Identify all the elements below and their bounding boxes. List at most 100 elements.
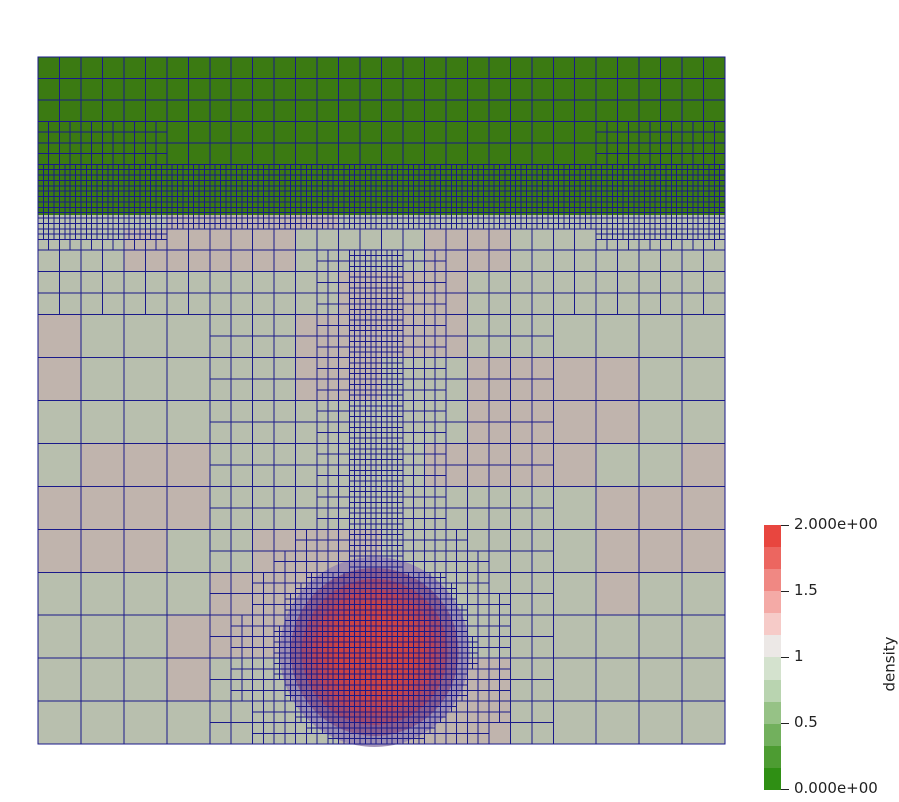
colorbar-tick xyxy=(781,723,789,724)
colorbar xyxy=(764,525,781,790)
field-cell xyxy=(80,443,125,487)
colorbar-label-1-5: 1.5 xyxy=(794,581,818,599)
field-cell xyxy=(166,486,211,530)
colorbar-segment xyxy=(764,745,781,768)
field-cell xyxy=(123,486,168,530)
field-cell xyxy=(639,701,683,745)
field-cell xyxy=(639,357,683,401)
field-cell xyxy=(80,701,125,745)
colorbar-tick xyxy=(781,657,789,658)
field-cell xyxy=(682,701,726,745)
field-cell xyxy=(553,658,597,702)
field-cell xyxy=(38,615,82,659)
field-cell xyxy=(596,572,640,616)
field-cell xyxy=(38,529,82,573)
field-cell xyxy=(682,486,726,530)
field-cell xyxy=(80,357,125,401)
colorbar-segment xyxy=(764,657,781,680)
field-cell xyxy=(682,615,726,659)
field-cell xyxy=(80,400,125,444)
field-cell xyxy=(553,486,597,530)
field-cell xyxy=(166,701,211,745)
field-cell xyxy=(553,701,597,745)
field-cell xyxy=(639,486,683,530)
field-cell xyxy=(80,572,125,616)
colorbar-tick xyxy=(781,525,789,526)
colorbar-title: density xyxy=(880,636,899,692)
field-cell xyxy=(682,400,726,444)
field-cell xyxy=(38,486,82,530)
field-cell xyxy=(166,658,211,702)
field-cell xyxy=(639,314,683,359)
field-cell xyxy=(166,615,211,659)
field-cell xyxy=(38,701,82,745)
colorbar-label-1: 1 xyxy=(794,647,804,665)
field-cell xyxy=(123,572,168,616)
field-cell xyxy=(596,314,640,359)
field-cell xyxy=(80,529,125,573)
field-cell xyxy=(553,357,597,401)
field-cell xyxy=(639,443,683,487)
colorbar-segment xyxy=(764,679,781,702)
field-cell xyxy=(123,357,168,401)
colorbar-segment xyxy=(764,613,781,636)
colorbar-segment xyxy=(764,701,781,724)
mesh-grid xyxy=(37,56,726,745)
field-cell xyxy=(80,314,125,359)
field-cell xyxy=(596,701,640,745)
field-cell xyxy=(596,529,640,573)
field-cell xyxy=(166,443,211,487)
colorbar-segment xyxy=(764,767,781,790)
field-cell xyxy=(596,658,640,702)
field-cell xyxy=(682,314,726,359)
field-cell xyxy=(166,529,211,573)
field-cell xyxy=(80,658,125,702)
colorbar-tick xyxy=(781,591,789,592)
colorbar-segment xyxy=(764,525,781,548)
domain-outline xyxy=(37,56,726,745)
field-cell xyxy=(682,529,726,573)
field-cell xyxy=(596,443,640,487)
field-cell xyxy=(553,314,597,359)
field-cell xyxy=(123,529,168,573)
field-cell xyxy=(553,615,597,659)
field-cell xyxy=(596,357,640,401)
field-cell xyxy=(682,357,726,401)
field-cell xyxy=(123,443,168,487)
field-cell xyxy=(682,443,726,487)
field-cell xyxy=(38,357,82,401)
colorbar-segment xyxy=(764,569,781,592)
field-cell xyxy=(639,529,683,573)
field-cell xyxy=(596,615,640,659)
colorbar-tick xyxy=(781,789,789,790)
field-cell xyxy=(639,400,683,444)
field-cell xyxy=(123,658,168,702)
field-cell xyxy=(553,529,597,573)
field-cell xyxy=(553,572,597,616)
field-cell xyxy=(123,615,168,659)
field-cell xyxy=(166,357,211,401)
field-cell xyxy=(682,572,726,616)
colorbar-label-0-5: 0.5 xyxy=(794,713,818,731)
field-cell xyxy=(123,400,168,444)
colorbar-segment xyxy=(764,591,781,614)
field-cell xyxy=(123,701,168,745)
field-cell xyxy=(639,572,683,616)
field-cell xyxy=(80,486,125,530)
field-cell xyxy=(38,314,82,359)
field-cell xyxy=(38,658,82,702)
field-cell xyxy=(38,400,82,444)
field-cell xyxy=(80,615,125,659)
field-cell xyxy=(553,443,597,487)
field-cell xyxy=(596,400,640,444)
field-cell xyxy=(166,314,211,359)
colorbar-segment xyxy=(764,547,781,570)
field-cell xyxy=(38,443,82,487)
colorbar-label-max: 2.000e+00 xyxy=(794,515,878,533)
field-cell xyxy=(166,572,211,616)
field-cell xyxy=(38,572,82,616)
colorbar-label-min: 0.000e+00 xyxy=(794,779,878,797)
field-cell xyxy=(639,615,683,659)
